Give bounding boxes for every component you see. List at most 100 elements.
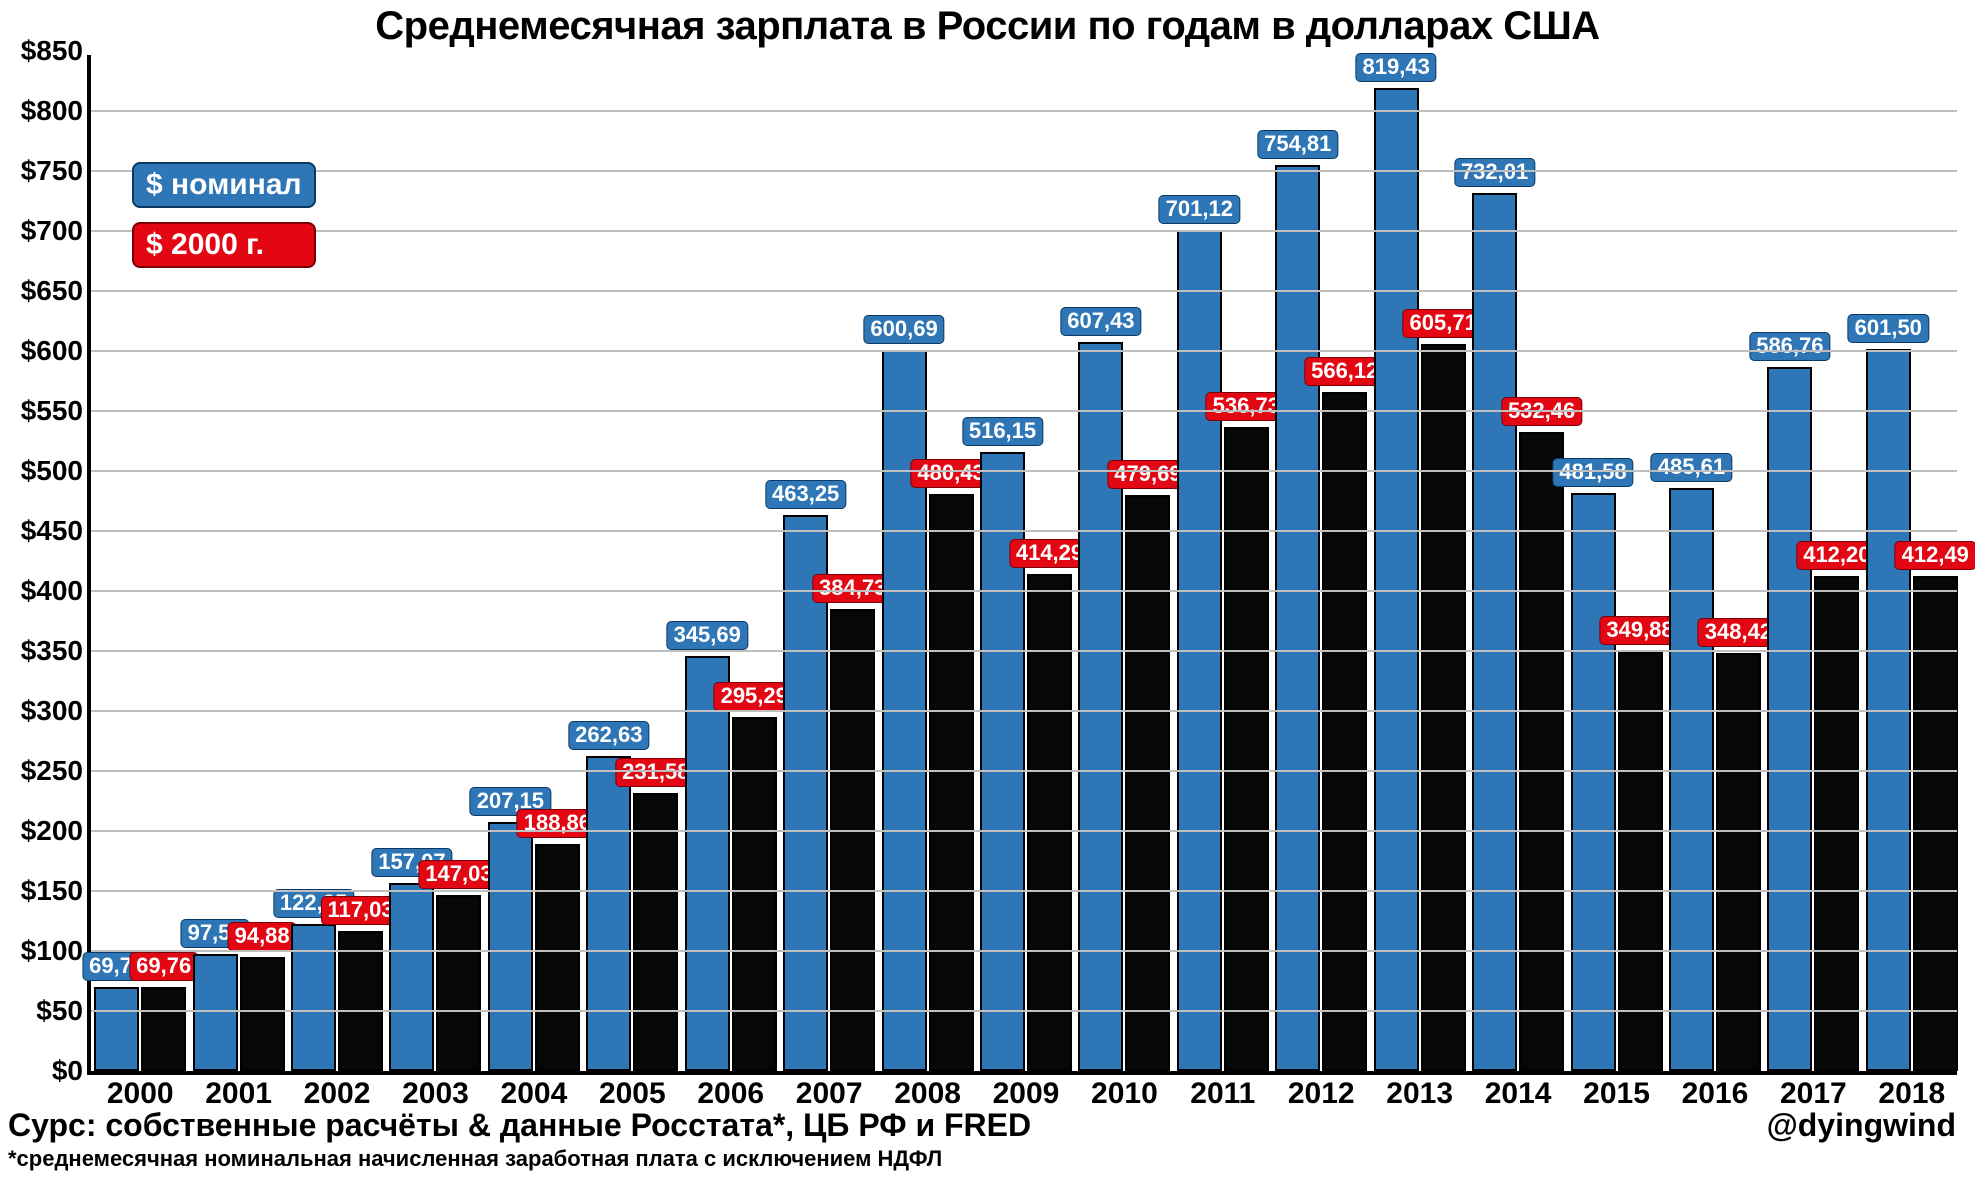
ytick-label: $450 <box>21 515 91 547</box>
bar-group: 122,25117,03 <box>291 924 383 1071</box>
value-label-nominal: 701,12 <box>1159 195 1240 224</box>
xtick-label: 2005 <box>599 1071 666 1111</box>
bar-nominal: 732,01 <box>1472 193 1517 1071</box>
bar-real2000: 94,88 <box>240 957 285 1071</box>
bar-nominal: 122,25 <box>291 924 336 1071</box>
gridline <box>91 710 1957 712</box>
bar-nominal: 345,69 <box>685 656 730 1071</box>
xtick-label: 2003 <box>402 1071 469 1111</box>
bar-real2000: 479,69 <box>1125 495 1170 1071</box>
ytick-label: $350 <box>21 635 91 667</box>
bar-nominal: 481,58 <box>1571 493 1616 1071</box>
gridline <box>91 170 1957 172</box>
bar-group: 157,07147,03 <box>389 883 481 1071</box>
xtick-label: 2010 <box>1091 1071 1158 1111</box>
value-label-real2000: 412,49 <box>1895 541 1975 570</box>
ytick-label: $700 <box>21 215 91 247</box>
value-label-nominal: 463,25 <box>765 480 846 509</box>
gridline <box>91 230 1957 232</box>
bar-real2000: 384,73 <box>830 609 875 1071</box>
bar-real2000: 566,12 <box>1322 392 1367 1071</box>
bar-group: 607,43479,69 <box>1078 342 1170 1071</box>
value-label-nominal: 262,63 <box>568 721 649 750</box>
bar-group: 345,69295,29 <box>685 656 777 1071</box>
footer: Сурс: собственные расчёты & данные Росст… <box>8 1107 1968 1172</box>
gridline <box>91 350 1957 352</box>
ytick-label: $550 <box>21 395 91 427</box>
bar-real2000: 536,73 <box>1224 427 1269 1071</box>
source-text: Сурс: собственные расчёты & данные Росст… <box>8 1107 1968 1144</box>
bar-group: 97,5694,88 <box>193 954 285 1071</box>
ytick-label: $300 <box>21 695 91 727</box>
gridline <box>91 590 1957 592</box>
xtick-label: 2016 <box>1682 1071 1749 1111</box>
xtick-label: 2015 <box>1583 1071 1650 1111</box>
xtick-label: 2012 <box>1288 1071 1355 1111</box>
bar-group: 754,81566,12 <box>1275 165 1367 1071</box>
gridline <box>91 470 1957 472</box>
bar-real2000: 348,42 <box>1716 653 1761 1071</box>
gridline <box>91 950 1957 952</box>
bars-container: 69,7669,7697,5694,88122,25117,03157,0714… <box>91 55 1957 1071</box>
xtick-label: 2002 <box>304 1071 371 1111</box>
bar-nominal: 586,76 <box>1767 367 1812 1071</box>
ytick-label: $150 <box>21 875 91 907</box>
bar-real2000: 532,46 <box>1519 432 1564 1071</box>
bar-nominal: 97,56 <box>193 954 238 1071</box>
value-label-nominal: 819,43 <box>1356 53 1437 82</box>
ytick-label: $850 <box>21 35 91 67</box>
value-label-real2000: 94,88 <box>228 922 297 951</box>
gridline <box>91 890 1957 892</box>
ytick-label: $400 <box>21 575 91 607</box>
bar-real2000: 231,58 <box>633 793 678 1071</box>
bar-real2000: 349,88 <box>1618 651 1663 1071</box>
bar-group: 69,7669,76 <box>94 987 186 1071</box>
bar-real2000: 188,86 <box>535 844 580 1071</box>
xtick-label: 2013 <box>1386 1071 1453 1111</box>
ytick-label: $500 <box>21 455 91 487</box>
value-label-nominal: 345,69 <box>667 621 748 650</box>
value-label-nominal: 607,43 <box>1060 307 1141 336</box>
bar-nominal: 485,61 <box>1669 488 1714 1071</box>
legend-nominal: $ номинал <box>132 162 316 208</box>
bar-group: 481,58349,88 <box>1571 493 1663 1071</box>
bar-nominal: 69,76 <box>94 987 139 1071</box>
ytick-label: $650 <box>21 275 91 307</box>
bar-real2000: 69,76 <box>141 987 186 1071</box>
gridline <box>91 770 1957 772</box>
chart-area: 69,7669,7697,5694,88122,25117,03157,0714… <box>87 55 1957 1075</box>
gridline <box>91 290 1957 292</box>
bar-real2000: 414,29 <box>1027 574 1072 1071</box>
xtick-label: 2000 <box>107 1071 174 1111</box>
gridline <box>91 410 1957 412</box>
bar-nominal: 754,81 <box>1275 165 1320 1071</box>
xtick-label: 2001 <box>205 1071 272 1111</box>
bar-nominal: 207,15 <box>488 822 533 1071</box>
ytick-label: $600 <box>21 335 91 367</box>
attribution: @dyingwind <box>1767 1107 1956 1144</box>
gridline <box>91 650 1957 652</box>
xtick-label: 2008 <box>894 1071 961 1111</box>
bar-group: 262,63231,58 <box>586 756 678 1071</box>
bar-nominal: 819,43 <box>1374 88 1419 1071</box>
value-label-nominal: 601,50 <box>1848 314 1929 343</box>
bar-nominal: 157,07 <box>389 883 434 1071</box>
bar-nominal: 607,43 <box>1078 342 1123 1071</box>
bar-group: 819,43605,71 <box>1374 88 1466 1071</box>
plot: 69,7669,7697,5694,88122,25117,03157,0714… <box>87 55 1957 1075</box>
bar-nominal: 262,63 <box>586 756 631 1071</box>
bar-group: 207,15188,86 <box>488 822 580 1071</box>
value-label-nominal: 485,61 <box>1651 453 1732 482</box>
legend-real2000: $ 2000 г. <box>132 222 316 268</box>
xtick-label: 2007 <box>796 1071 863 1111</box>
gridline <box>91 1010 1957 1012</box>
value-label-nominal: 586,76 <box>1749 332 1830 361</box>
ytick-label: $800 <box>21 95 91 127</box>
ytick-label: $100 <box>21 935 91 967</box>
gridline <box>91 830 1957 832</box>
xtick-label: 2018 <box>1878 1071 1945 1111</box>
ytick-label: $0 <box>52 1055 91 1087</box>
value-label-nominal: 754,81 <box>1257 130 1338 159</box>
value-label-nominal: 600,69 <box>863 315 944 344</box>
bar-group: 485,61348,42 <box>1669 488 1761 1071</box>
